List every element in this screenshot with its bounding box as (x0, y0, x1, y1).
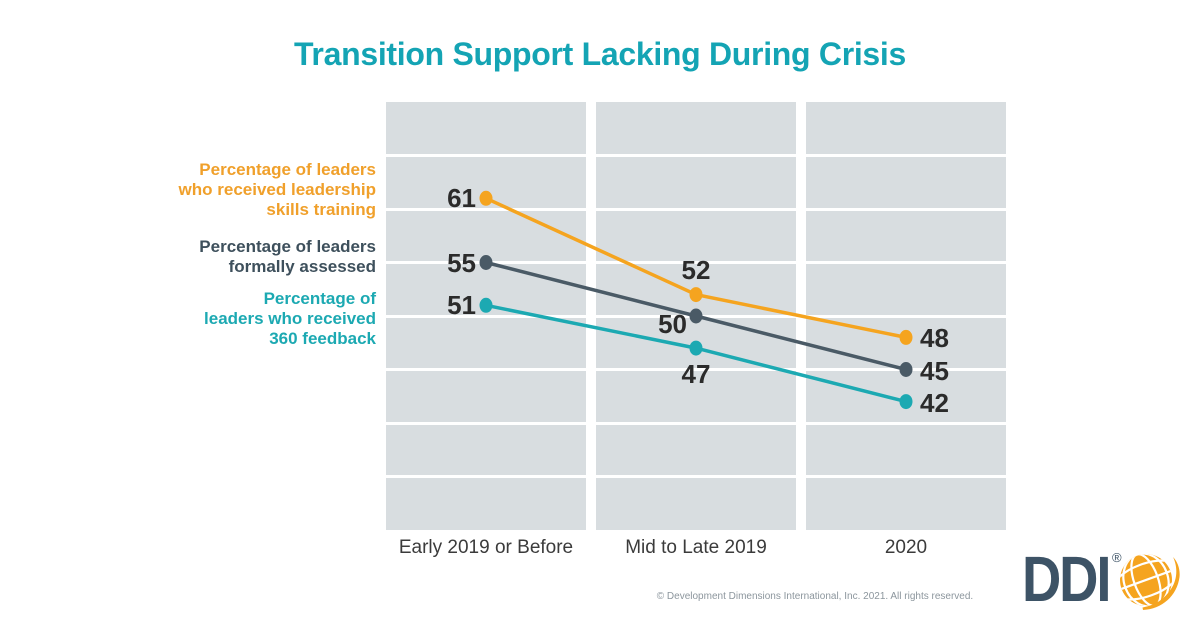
globe-icon (1119, 552, 1180, 611)
x-axis-label: Mid to Late 2019 (625, 537, 767, 558)
data-point-value: 52 (681, 254, 711, 285)
data-point-value: 47 (681, 359, 711, 390)
data-point (479, 190, 493, 206)
data-point (899, 394, 913, 410)
x-axis-label: Early 2019 or Before (398, 537, 574, 558)
data-point-value: 42 (920, 387, 949, 418)
series-plot (479, 190, 913, 410)
line-chart: 61 52 48 55 50 45 51 47 42 (386, 102, 1006, 530)
data-point (689, 287, 703, 303)
data-point (899, 329, 913, 345)
data-point (479, 255, 493, 270)
data-point (689, 340, 703, 356)
data-point (479, 297, 493, 313)
gridline (386, 475, 1006, 478)
gridline (386, 207, 1006, 211)
data-point-value: 50 (658, 309, 687, 339)
gridline (386, 261, 1006, 264)
gridline (386, 368, 1006, 371)
data-point-value: 48 (920, 323, 949, 354)
series-name-label: Percentage of leaders who received 360 f… (204, 289, 376, 348)
chart-title: Transition Support Lacking During Crisis (293, 36, 907, 72)
data-point-value: 51 (447, 290, 476, 321)
data-point-value: 61 (447, 183, 476, 214)
data-point-value: 45 (920, 355, 949, 386)
data-point (899, 362, 913, 377)
data-point-value: 55 (447, 247, 476, 278)
ddi-logo: DDI ® (1022, 543, 1180, 615)
data-point (689, 308, 703, 324)
gridline (386, 154, 1006, 157)
ddi-wordmark: DDI (1022, 543, 1111, 615)
x-axis-label: 2020 (884, 537, 928, 558)
series-name-label: Percentage of leaders formally assessed (199, 237, 376, 276)
series-name-label: Percentage of leaders who received leade… (178, 160, 376, 219)
copyright-text: © Development Dimensions International, … (656, 591, 974, 602)
gridline (386, 421, 1006, 425)
registered-trademark: ® (1112, 550, 1122, 565)
